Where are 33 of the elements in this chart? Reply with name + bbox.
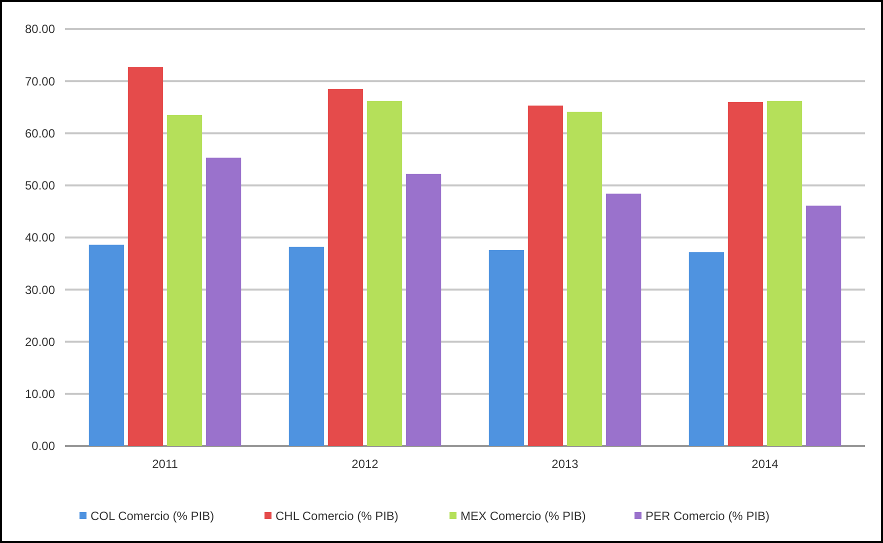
bar	[128, 67, 164, 446]
bar	[206, 158, 242, 446]
y-tick-label: 40.00	[24, 230, 56, 245]
y-tick-label: 60.00	[24, 126, 56, 140]
x-tick-label: 2013	[552, 457, 579, 471]
bar	[688, 252, 724, 446]
y-tick-label: 80.00	[24, 22, 56, 36]
bar	[566, 112, 602, 446]
y-tick-label: 20.00	[24, 334, 56, 349]
y-tick-label: 30.00	[24, 282, 56, 297]
y-tick-label: 0.00	[32, 439, 56, 454]
y-tick-label: 10.00	[24, 387, 56, 402]
bar	[166, 115, 202, 446]
legend-label: MEX Comercio (% PIB)	[460, 509, 586, 524]
bar	[366, 100, 402, 446]
bar	[806, 206, 842, 446]
bar	[766, 100, 802, 446]
legend-label: PER Comercio (% PIB)	[646, 509, 770, 524]
y-tick-label: 70.00	[24, 74, 56, 88]
legend-label: COL Comercio (% PIB)	[90, 509, 214, 524]
y-tick-label: 50.00	[24, 178, 56, 193]
bar	[406, 174, 442, 446]
x-tick-label: 2014	[752, 457, 779, 471]
x-tick-label: 2011	[152, 457, 178, 471]
bar	[728, 102, 764, 446]
bar	[328, 88, 364, 446]
bar	[488, 250, 524, 446]
legend-label: CHL Comercio (% PIB)	[276, 509, 398, 524]
x-tick-label: 2012	[352, 457, 379, 471]
bar	[528, 106, 564, 446]
bar	[88, 244, 124, 446]
bar	[288, 246, 324, 446]
bar	[606, 194, 642, 446]
